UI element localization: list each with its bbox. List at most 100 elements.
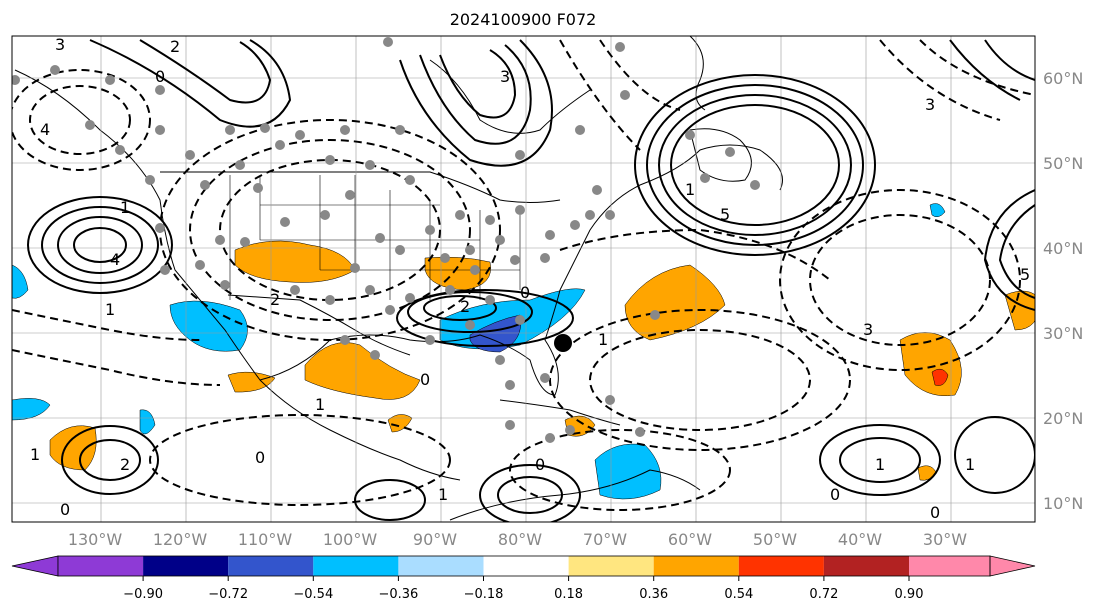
lon-label: 60°W — [668, 530, 712, 549]
lon-label: 50°W — [753, 530, 797, 549]
coastline-cuba — [499, 399, 621, 426]
colorbar-tick-label: −0.36 — [378, 587, 418, 602]
contour-s-atlantic-1 — [819, 424, 941, 496]
border-us-mexico — [227, 294, 411, 356]
shade-blue-pac-small — [139, 409, 156, 435]
colorbar-tick-labels: −0.90 −0.72 −0.54 −0.36 −0.18 0.18 0.36 … — [123, 587, 923, 602]
lon-label: 40°W — [838, 530, 882, 549]
contour-sw-pacific-1 — [61, 425, 159, 495]
colorbar-bin — [823, 556, 909, 576]
lon-label: 90°W — [413, 530, 457, 549]
colorbar-tick-label: 0.72 — [809, 587, 838, 602]
contour-label: 1 — [120, 198, 130, 217]
contour-neg-w-1 — [12, 309, 201, 341]
shade-red-mid-atlantic-e — [931, 368, 949, 386]
contour-east-edge-2 — [998, 204, 1035, 299]
contour-label: 4 — [40, 120, 50, 139]
colorbar-bin — [738, 556, 824, 576]
coastline-greenland — [689, 36, 706, 111]
coastline-newfoundland — [689, 128, 752, 182]
colorbar: −0.90 −0.72 −0.54 −0.36 −0.18 0.18 0.36 … — [11, 555, 1036, 602]
contour-high-newfoundland-3 — [658, 94, 852, 236]
coastline-hudson — [429, 59, 591, 134]
lat-label: 40°N — [1043, 239, 1083, 258]
contour-high-newfoundland-4 — [670, 104, 840, 226]
shade-blue-caribbean — [594, 443, 662, 500]
contour-s-atlantic-2 — [839, 437, 921, 483]
colorbar-bin — [568, 556, 654, 576]
coastline-west-na — [14, 69, 461, 481]
lon-label: 80°W — [498, 530, 542, 549]
lon-label: 120°W — [153, 530, 208, 549]
lon-label: 30°W — [923, 530, 967, 549]
coastline-east-na — [559, 144, 783, 291]
colorbar-tick-label: −0.18 — [464, 587, 504, 602]
graticule — [12, 36, 1035, 522]
colorbar-bin — [228, 556, 314, 576]
colorbar-frame — [57, 555, 991, 577]
contour-neg-south-1 — [149, 414, 451, 506]
colorbar-tick-label: −0.54 — [293, 587, 333, 602]
coastline-south-am — [449, 469, 701, 521]
contour-label: 0 — [535, 455, 545, 474]
shaded-anomaly-regions — [12, 203, 1035, 500]
contour-label: 5 — [720, 205, 730, 224]
contour-neg-center-2 — [189, 139, 471, 321]
contour-label: 0 — [830, 485, 840, 504]
contour-neg-w-2 — [12, 349, 221, 386]
lon-label: 70°W — [583, 530, 627, 549]
contour-label: 1 — [438, 485, 448, 504]
colorbar-bin — [653, 556, 739, 576]
contour-label: 3 — [863, 320, 873, 339]
colorbar-tick-label: 0.90 — [895, 587, 924, 602]
lat-label: 60°N — [1043, 69, 1083, 88]
colorbar-bin — [483, 556, 569, 576]
contour-pacific-w-4 — [73, 227, 127, 263]
contour-label: 1 — [598, 330, 608, 349]
contour-neg-mid-1 — [549, 309, 851, 451]
contour-neg-low-2 — [29, 85, 131, 155]
lat-label: 20°N — [1043, 409, 1083, 428]
map-title: 2024100900 F072 — [450, 10, 597, 29]
contour-label: 0 — [930, 503, 940, 522]
colorbar-bin — [58, 556, 144, 576]
contour-label: 4 — [110, 250, 120, 269]
storm-center-marker — [554, 334, 572, 352]
contour-label: 1 — [685, 180, 695, 199]
contour-neg-ne-2 — [879, 39, 1035, 121]
negative-contours — [12, 39, 1035, 511]
shade-blue-pacific-w — [12, 264, 29, 299]
latitude-labels: 60°N 50°N 40°N 30°N 20°N 10°N — [1043, 69, 1083, 513]
state-lines — [229, 175, 521, 300]
contour-label: 1 — [965, 455, 975, 474]
contour-neg-ne-1 — [559, 39, 681, 151]
contour-s-caribbean-1 — [479, 464, 581, 522]
shade-orange-baja — [227, 371, 276, 393]
contour-pacific-w-3 — [57, 216, 143, 274]
colorbar-right-extend — [989, 555, 1036, 577]
contour-label: 1 — [105, 300, 115, 319]
contour-neg-east-2 — [809, 214, 991, 346]
contour-label: 2 — [460, 297, 470, 316]
contour-label: 2 — [270, 290, 280, 309]
contour-neg-mid-2 — [589, 329, 811, 431]
contour-high-newfoundland-2 — [646, 84, 864, 246]
contour-label: 0 — [255, 448, 265, 467]
contour-mid-small — [354, 479, 426, 521]
lat-label: 50°N — [1043, 154, 1083, 173]
shade-blue-east-small — [929, 203, 946, 218]
contour-top-left-2 — [139, 39, 272, 104]
contour-high-newfoundland-1 — [634, 74, 876, 256]
contour-neg-south-2 — [509, 429, 731, 511]
colorbar-tick-label: −0.90 — [123, 587, 163, 602]
contour-label: 3 — [925, 95, 935, 114]
contour-label: 3 — [500, 67, 510, 86]
colorbar-bin — [143, 556, 229, 576]
contour-pacific-w-2 — [41, 206, 159, 284]
colorbar-tick-label: 0.54 — [724, 587, 753, 602]
contour-pacific-w-1 — [27, 196, 173, 294]
contour-label: 2 — [170, 37, 180, 56]
contour-top-right — [949, 39, 1035, 101]
contour-neg-east-1 — [779, 189, 1021, 371]
